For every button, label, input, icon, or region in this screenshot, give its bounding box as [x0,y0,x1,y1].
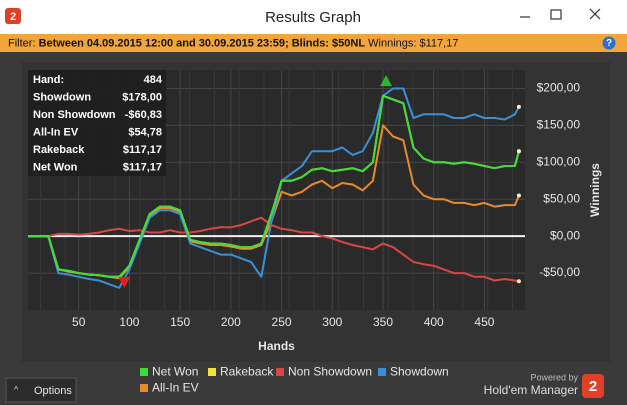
stat-label: Non Showdown [33,109,116,121]
stat-value: 484 [144,74,163,86]
legend-swatch [208,368,216,376]
legend-swatch [140,368,148,376]
y-tick-label: $200,00 [537,81,581,95]
window-title: Results Graph [265,9,361,26]
stat-value: -$60,83 [125,109,162,121]
x-tick-label: 350 [373,315,393,329]
y-tick-label: -$50,00 [539,265,580,279]
stat-label: Net Won [33,161,78,173]
help-icon: ? [606,38,612,49]
brand-name: Hold'em Manager [484,383,578,397]
x-tick-label: 300 [322,315,342,329]
legend-label: Rakeback [220,365,274,379]
filter-winnings: Winnings: $117,17 [368,37,458,49]
brand-logo-text: 2 [589,378,597,395]
x-tick-label: 250 [272,315,292,329]
stat-value: $54,78 [128,126,162,138]
brand-logo [582,374,604,398]
legend-label: Showdown [390,365,449,379]
options-button[interactable] [5,377,77,403]
legend-swatch [140,384,148,392]
x-tick-label: 400 [424,315,444,329]
options-label: Options [34,385,72,397]
x-tick-label: 150 [170,315,190,329]
legend-label: All-In EV [152,381,199,395]
options-caret: ^ [14,384,19,394]
end-point [516,279,521,284]
filter-text: Filter: Between 04.09.2015 12:00 and 30.… [8,37,458,49]
y-axis-label: Winnings [588,163,602,217]
end-point [516,193,521,198]
legend-label: Non Showdown [288,365,372,379]
y-tick-label: $100,00 [537,154,581,168]
stat-label: All-In EV [33,126,79,138]
x-tick-label: 50 [72,315,86,329]
series-line [28,87,520,289]
help-button[interactable] [602,36,616,50]
stat-value: $178,00 [122,91,162,103]
x-tick-label: 100 [119,315,139,329]
stat-label: Rakeback [33,144,85,156]
filter-criteria: Between 04.09.2015 12:00 and 30.09.2015 … [39,37,366,49]
x-tick-label: 200 [221,315,241,329]
stat-label: Showdown [33,91,91,103]
y-tick-label: $50,00 [543,191,580,205]
x-tick-label: 450 [474,315,494,329]
legend-swatch [276,368,284,376]
stats-panel [28,70,166,176]
stat-value: $117,17 [123,144,162,156]
chart: 50 100 150 200 250 300 350 400 450 -$50,00 $0,00 $5… [28,70,602,395]
end-point [516,104,521,109]
end-point [516,149,521,154]
extreme-marker [380,75,393,87]
x-axis-label: Hands [258,339,295,353]
legend-label: Net Won [152,365,198,379]
maximize-button[interactable] [550,9,562,20]
y-tick-label: $150,00 [537,118,581,132]
y-tick-label: $0,00 [550,228,580,242]
app-icon-text: 2 [10,11,16,23]
legend-swatch [378,368,386,376]
series-line [28,216,520,283]
stat-value: $117,17 [123,161,162,173]
filter-label: Filter: [8,37,36,49]
stat-label: Hand: [33,74,64,86]
close-button[interactable] [589,8,601,20]
app-icon [5,8,21,24]
series-line [28,94,520,278]
powered-by: Powered by [530,372,578,382]
extreme-marker [118,276,131,288]
filter-bar [0,34,627,52]
